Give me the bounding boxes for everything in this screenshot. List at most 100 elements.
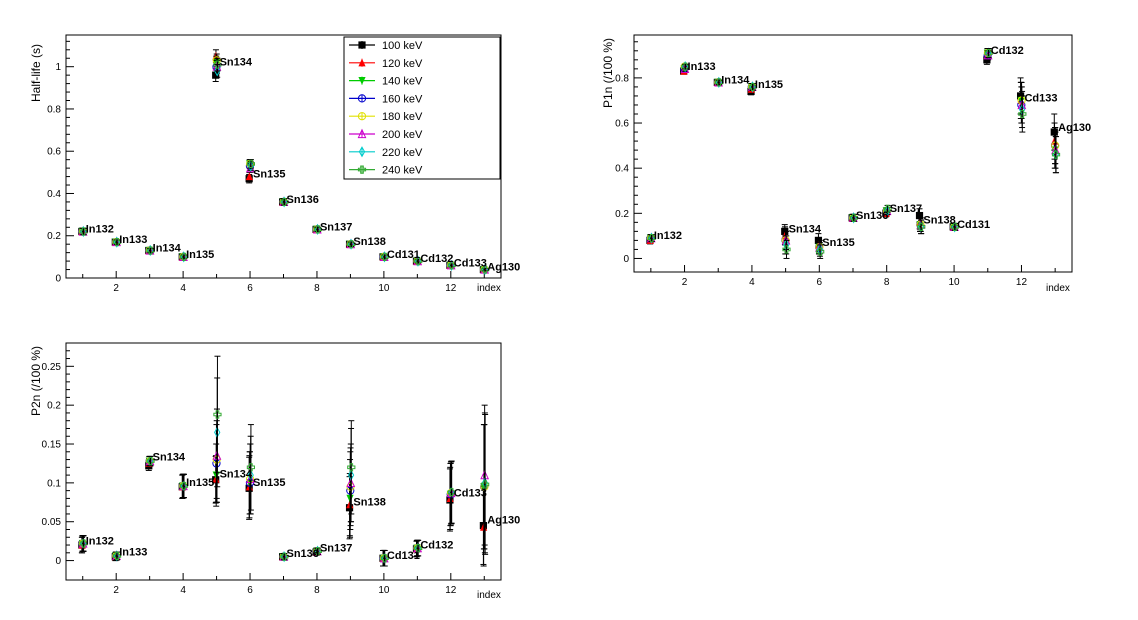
- y-tick-label: 0.4: [47, 189, 61, 200]
- data-point: [481, 480, 490, 489]
- data-point: [179, 252, 189, 261]
- point-label: In132: [86, 224, 114, 236]
- legend-marker: [357, 94, 367, 103]
- data-point: [347, 463, 356, 472]
- point-label: Ag130: [1058, 122, 1091, 134]
- data-point: [280, 197, 289, 207]
- y-tick-label: 0.4: [615, 164, 629, 175]
- data-point: [313, 547, 322, 556]
- x-axis-label: index: [477, 590, 501, 601]
- legend-marker: [358, 58, 366, 67]
- point-label: In132: [654, 230, 682, 242]
- series-220-kev: [648, 47, 1059, 257]
- point-label: Sn134: [220, 57, 253, 69]
- legend-item: 100 keV: [349, 40, 423, 52]
- data-point: [681, 62, 690, 71]
- point-label: Sn136: [856, 210, 888, 222]
- legend-box: [343, 36, 501, 180]
- x-tick-label: 12: [1016, 277, 1028, 288]
- x-tick-label: 12: [445, 585, 457, 596]
- data-point: [883, 204, 892, 213]
- x-tick-label: 4: [749, 277, 755, 288]
- data-point: [79, 227, 88, 236]
- data-point: [380, 554, 389, 563]
- data-point: [481, 265, 490, 274]
- series-240-kev: [647, 48, 1061, 259]
- data-point: [246, 463, 256, 472]
- data-point: [112, 551, 122, 561]
- data-point: [715, 78, 724, 87]
- data-point: [247, 160, 254, 172]
- point-label: Cd132: [420, 539, 453, 551]
- data-point: [280, 552, 289, 561]
- data-point: [950, 222, 960, 231]
- x-tick-label: 8: [884, 277, 890, 288]
- point-label: In133: [688, 61, 716, 73]
- point-label: Sn135: [253, 169, 285, 181]
- data-point: [748, 82, 757, 92]
- point-label: In135: [186, 249, 214, 261]
- y-tick-label: 0.1: [47, 478, 61, 489]
- legend-item: 140 keV: [349, 76, 423, 88]
- x-tick-label: 2: [113, 585, 119, 596]
- legend-item: 180 keV: [349, 111, 423, 123]
- point-label: In133: [119, 234, 147, 246]
- series-240-kev: [79, 355, 490, 567]
- legend-marker: [357, 165, 367, 174]
- y-tick-label: 0.2: [47, 401, 61, 412]
- legend-marker: [357, 112, 367, 121]
- legend: 100 keV 120 keV 140 keV 160 keV 180 keV 200 k…: [343, 36, 501, 180]
- chart-panel-1: 2 4 6 8 10 12 0 0.2 0.4 0.6 0.8 1 index Half-life (s)…: [29, 34, 520, 294]
- point-label: Sn137: [320, 542, 352, 554]
- point-label: Cd132: [991, 45, 1024, 57]
- data-point: [447, 261, 456, 270]
- data-point: [1051, 150, 1061, 159]
- y-tick-label: 0.2: [615, 209, 629, 220]
- series-180-kev: [646, 48, 1060, 255]
- x-tick-label: 8: [314, 585, 320, 596]
- y-tick-label: 0.8: [615, 73, 629, 84]
- data-point: [146, 246, 155, 255]
- x-tick-label: 6: [817, 277, 823, 288]
- data-point: [917, 222, 926, 231]
- legend-label: 220 keV: [382, 147, 423, 159]
- legend-label: 140 keV: [382, 76, 423, 88]
- y-tick-label: 0: [55, 556, 61, 567]
- point-label: Cd131: [387, 249, 420, 261]
- data-point: [146, 457, 155, 466]
- series-220-kev: [80, 377, 489, 567]
- point-label: Sn137: [890, 203, 922, 215]
- data-point: [213, 410, 222, 419]
- series-200-kev: [646, 49, 1060, 255]
- legend-marker: [357, 128, 367, 139]
- data-point: [414, 256, 423, 266]
- x-tick-label: 6: [247, 585, 253, 596]
- legend-item: 160 keV: [349, 93, 423, 105]
- point-label: Cd132: [420, 253, 453, 265]
- y-tick-label: 0.8: [47, 104, 61, 115]
- legend-item: 120 keV: [349, 58, 423, 70]
- data-point: [647, 234, 656, 243]
- point-label: In135: [186, 477, 214, 489]
- data-point: [212, 71, 220, 79]
- point-label: Sn138: [353, 236, 385, 248]
- data-point: [782, 245, 791, 254]
- point-label: Ag130: [487, 514, 520, 526]
- point-label: Sn136: [287, 548, 319, 560]
- point-label: Sn136: [287, 194, 319, 206]
- point-label: Sn134: [789, 223, 822, 235]
- data-point: [816, 247, 825, 256]
- y-tick-label: 0.6: [615, 119, 629, 130]
- legend-label: 240 keV: [382, 165, 423, 177]
- x-tick-label: 6: [247, 283, 253, 294]
- x-axis-label: index: [477, 283, 501, 294]
- y-axis-label: Half-life (s): [29, 44, 43, 102]
- y-axis-label: P2n (/100 %): [29, 346, 43, 416]
- x-tick-label: 4: [180, 283, 186, 294]
- x-tick-label: 10: [378, 585, 390, 596]
- data-point: [79, 539, 88, 548]
- legend-label: 200 keV: [382, 129, 423, 141]
- y-tick-label: 0.2: [47, 231, 61, 242]
- chart-panel-3: 2 4 6 8 10 12 0 0.05 0.1 0.15 0.2 0.25 index P2n (/10…: [29, 342, 520, 601]
